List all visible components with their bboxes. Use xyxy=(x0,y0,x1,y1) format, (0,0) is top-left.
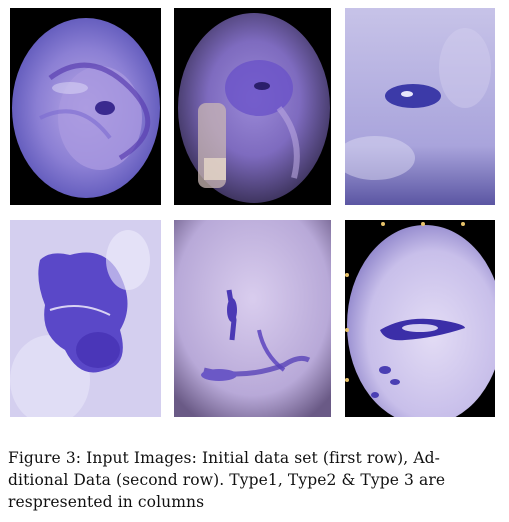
figure-caption: Figure 3: Input Images: Initial data set… xyxy=(8,447,502,513)
caption-line: Figure 3: Input Images: Initial data set… xyxy=(8,449,441,467)
caption-line: ditional Data (second row). Type1, Type2… xyxy=(8,471,446,489)
type2-initial-image xyxy=(174,8,331,205)
image-grid xyxy=(10,8,495,417)
type3-initial-image xyxy=(345,8,495,205)
type2-additional-image xyxy=(174,220,331,417)
type1-initial-image xyxy=(10,8,161,205)
type1-additional-image xyxy=(10,220,161,417)
caption-line: respresented in columns xyxy=(8,493,205,511)
type3-additional-image xyxy=(345,220,495,417)
